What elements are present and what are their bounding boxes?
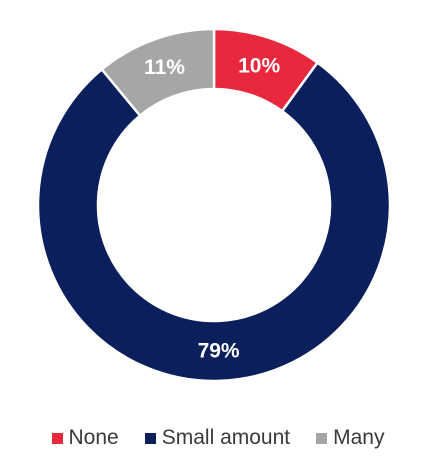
slice-label-small-amount: 79% — [198, 339, 240, 362]
legend-swatch-small-amount — [144, 432, 156, 444]
slice-labels-group: 10% 79% 11% — [144, 55, 280, 363]
legend-label-none: None — [68, 426, 119, 449]
legend-label-many: Many — [333, 426, 385, 449]
slice-many — [100, 27, 216, 117]
slices-group — [36, 27, 392, 383]
legend-swatch-none — [51, 432, 63, 444]
legend-item-small-amount: Small amount — [144, 426, 291, 450]
legend-swatch-many — [316, 432, 328, 444]
legend: None Small amount Many — [0, 425, 436, 451]
legend-item-many: Many — [316, 426, 384, 450]
legend-label-small-amount: Small amount — [161, 426, 291, 449]
slice-label-none: 10% — [238, 55, 280, 78]
donut-svg: 10% 79% 11% — [36, 27, 392, 383]
slice-small-amount — [36, 61, 392, 383]
slice-label-many: 11% — [144, 56, 185, 79]
donut-chart: 10% 79% 11% — [36, 27, 392, 383]
legend-item-none: None — [51, 426, 119, 450]
